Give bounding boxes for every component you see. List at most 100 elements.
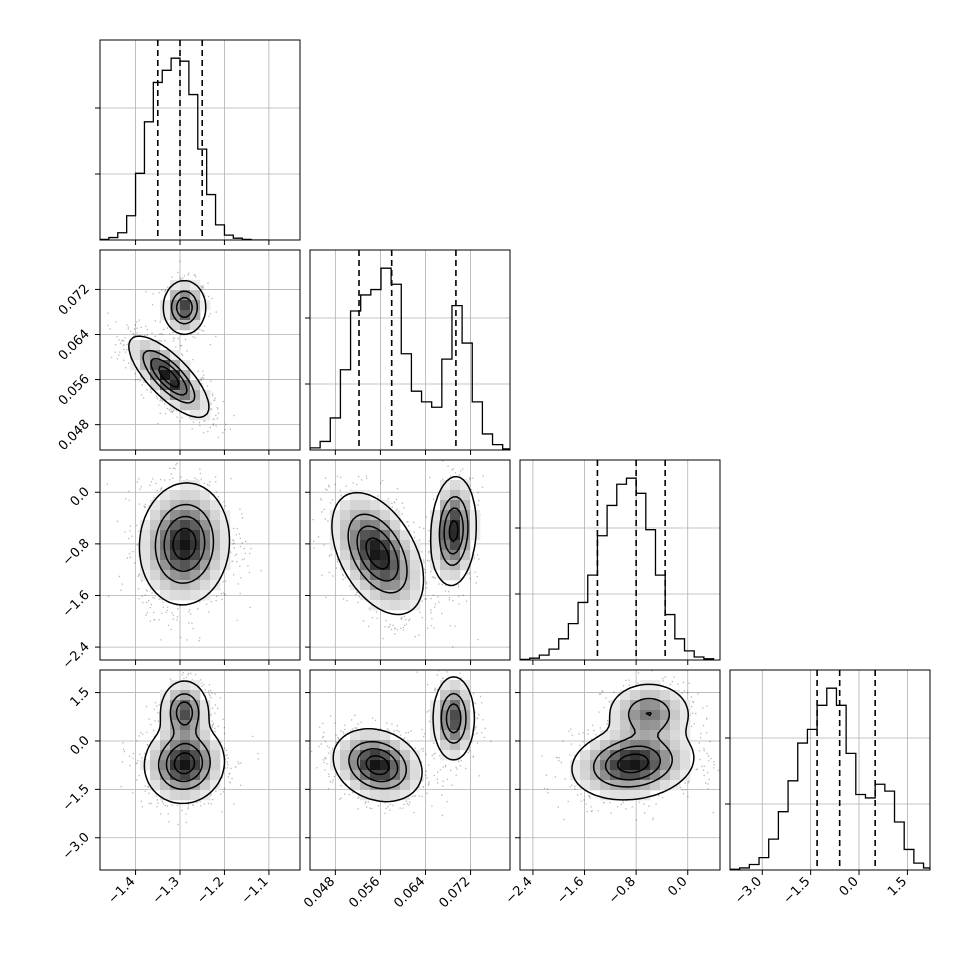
density-bin [440,690,451,701]
density-bin [330,750,341,761]
y-tick-label: 0.072 [56,282,93,319]
density-bin [620,780,631,791]
density-bin [150,520,161,531]
density-bin [150,780,161,791]
density-bin [160,720,171,731]
density-bin [190,690,201,701]
density-panel [520,670,720,870]
density-bin [360,570,371,581]
y-tick-label: −2.4 [60,639,93,672]
x-tick-label: −1.4 [105,874,138,907]
density-bin [440,680,451,691]
density-bin [460,690,471,701]
density-bin [380,560,391,571]
density-bin [450,750,461,761]
density-bin [170,550,181,561]
contour-line [356,703,462,783]
density-bin [210,540,221,551]
y-tick-label: 0.048 [56,417,93,454]
density-bin [450,710,461,721]
density-bin [190,500,201,511]
density-bin [580,780,591,791]
density-bin [190,580,201,591]
density-bin [180,310,191,321]
density-bin [460,510,471,521]
density-bin [650,720,661,731]
panel-frame [99,249,301,451]
density-bin [180,540,191,551]
panel-frame [309,669,511,871]
density-bin [140,520,151,531]
density-bin [360,790,371,801]
density-panel [100,460,300,660]
density-bin [200,770,211,781]
density-bin [170,680,181,691]
density-bin [350,560,361,571]
density-bin [370,750,381,761]
density-bin [170,690,181,701]
density-bin [210,740,221,751]
density-bin [140,760,151,771]
density-bin [640,750,651,761]
density-bin [170,700,181,711]
density-bin [140,560,151,571]
density-bin [450,550,461,561]
density-bin [600,740,611,751]
density-bin [180,790,191,801]
density-bin [670,770,681,781]
density-bin [630,780,641,791]
density-bin [370,550,381,561]
density-bin [410,560,421,571]
density-bin [410,780,421,791]
density-bin [150,510,161,521]
density-bin [460,500,471,511]
density-bin [460,480,471,491]
density-bin [160,740,171,751]
density-bin [400,600,411,611]
density-bin [630,690,641,701]
density-bin [650,690,661,701]
density-bin [160,360,171,371]
y-tick-label: 1.5 [68,685,93,710]
density-bin [660,730,671,741]
contour-line [347,496,469,594]
density-bin [450,520,461,531]
density-bin [380,580,391,591]
density-bin [670,690,681,701]
density-bin [140,530,151,541]
x-tick-label: −1.6 [554,874,587,907]
density-bin [390,740,401,751]
density-bin [200,550,211,561]
density-bin [330,520,341,531]
density-bin [130,340,141,351]
density-bin [180,300,191,311]
density-bin [440,570,451,581]
density-bin [430,530,441,541]
density-bin [390,750,401,761]
density-bin [610,720,621,731]
density-bin [380,750,391,761]
density-bin [350,780,361,791]
density-bin [440,550,451,561]
density-bin [150,550,161,561]
contour-line [365,519,459,570]
contour-line [143,680,226,805]
density-bin [670,700,681,711]
x-tick-label: 0.072 [436,874,473,911]
density-bin [150,340,161,351]
histogram-step [520,477,715,660]
density-bin [180,700,191,711]
density-bin [630,790,641,801]
panel-frame [309,249,511,451]
density-bin [390,600,401,611]
density-bin [210,530,221,541]
density-bin [170,750,181,761]
density-bin [170,580,181,591]
density-bin [150,530,161,541]
density-bin [380,760,391,771]
density-bin [170,390,181,401]
density-bin [190,490,201,501]
density-bin [390,550,401,561]
contour-line [365,755,390,776]
density-bin [180,780,191,791]
